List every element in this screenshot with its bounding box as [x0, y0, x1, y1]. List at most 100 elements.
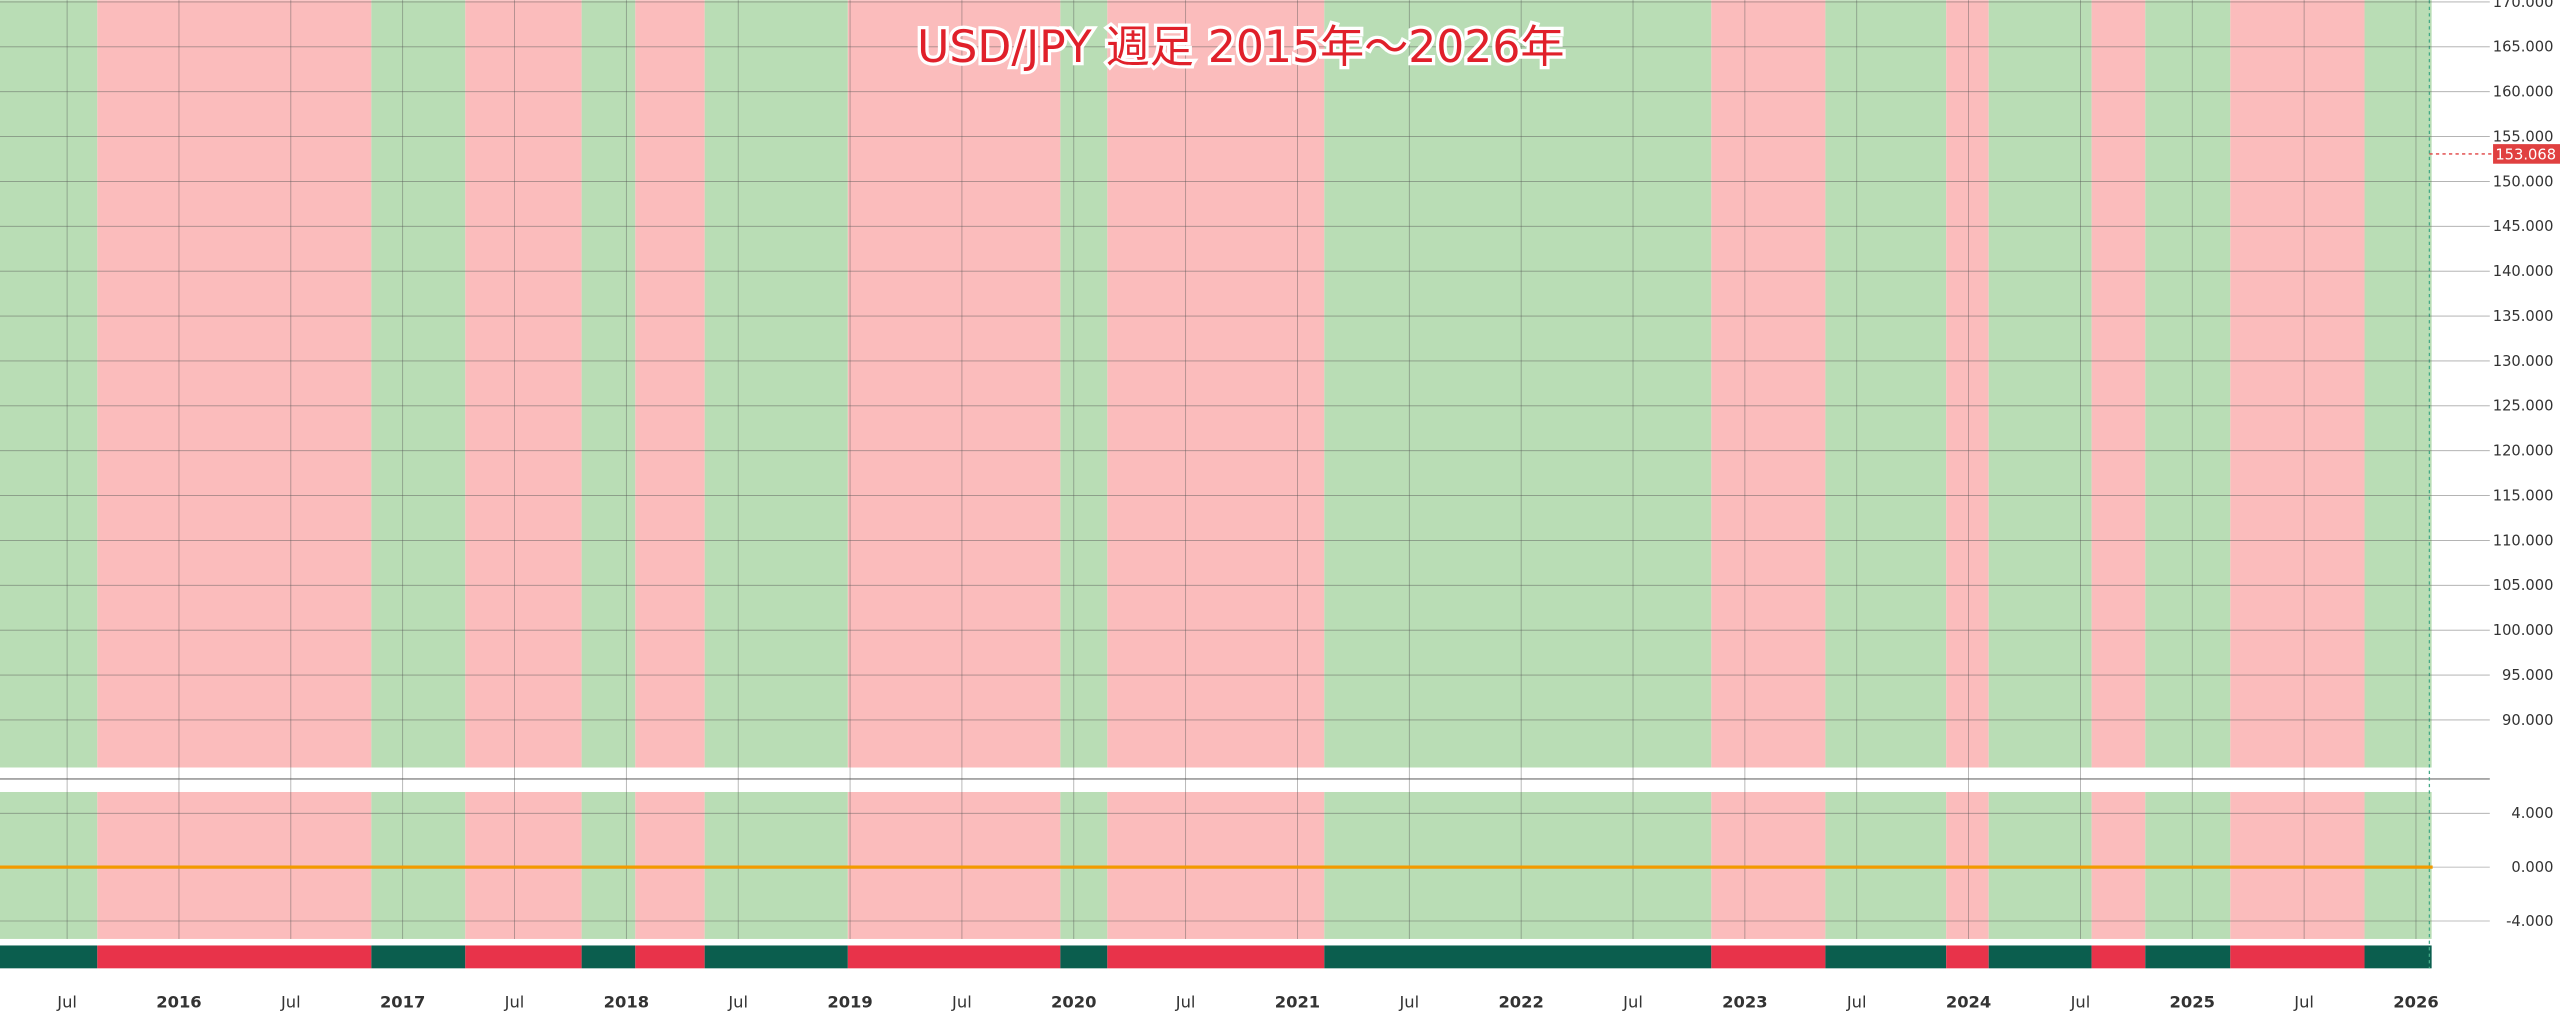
regime-strip: [2145, 945, 2231, 969]
regime-band: [635, 792, 705, 939]
y-tick-label: 120.000: [2493, 443, 2554, 460]
y-tick-label: 105.000: [2493, 577, 2554, 594]
regime-strip: [1711, 945, 1826, 969]
y-tick-label: 145.000: [2493, 218, 2554, 235]
x-tick-label: 2022: [1498, 993, 1543, 1012]
y-tick-label: 150.000: [2493, 173, 2554, 190]
regime-band: [1060, 0, 1108, 768]
y-tick-label: 165.000: [2493, 39, 2554, 56]
y-tick-label: 100.000: [2493, 622, 2554, 639]
x-tick-label: 2025: [2170, 993, 2215, 1012]
regime-band: [0, 792, 98, 939]
regime-strip: [1988, 945, 2092, 969]
regime-band: [1107, 0, 1325, 768]
x-tick-label: Jul: [727, 993, 748, 1012]
regime-band: [2230, 0, 2365, 768]
x-tick-label: Jul: [1846, 993, 1867, 1012]
regime-band: [1946, 0, 1989, 768]
x-tick-label: Jul: [1398, 993, 1419, 1012]
regime-strip: [704, 945, 848, 969]
regime-band: [2364, 0, 2432, 768]
regime-band: [371, 792, 466, 939]
regime-band: [847, 792, 1061, 939]
regime-strip: [97, 945, 372, 969]
regime-strip: [0, 945, 98, 969]
x-tick-label: Jul: [1175, 993, 1196, 1012]
chart-title: USD/JPY 週足 2015年～2026年: [917, 22, 1564, 73]
y-tick-label: 4.000: [2511, 805, 2553, 822]
regime-band: [1711, 0, 1826, 768]
last-price-label: 153.068: [2495, 147, 2556, 164]
regime-band: [704, 0, 848, 768]
regime-band: [1825, 792, 1947, 939]
regime-strip: [1825, 945, 1947, 969]
y-tick-label: 170.000: [2493, 0, 2554, 11]
regime-band: [1324, 792, 1712, 939]
grid-layer: [0, 0, 2490, 939]
x-tick-label: Jul: [504, 993, 525, 1012]
regime-band: [1946, 792, 1989, 939]
y-tick-label: 140.000: [2493, 263, 2554, 280]
regime-band: [97, 792, 372, 939]
regime-strip: [635, 945, 705, 969]
y-tick-label: 115.000: [2493, 487, 2554, 504]
background-layer: [0, 0, 2490, 969]
regime-strip: [1324, 945, 1712, 969]
x-tick-label: 2020: [1051, 993, 1096, 1012]
regime-strip: [465, 945, 582, 969]
regime-band: [1060, 792, 1108, 939]
regime-band: [1825, 0, 1947, 768]
y-tick-label: 125.000: [2493, 398, 2554, 415]
regime-band: [847, 0, 1061, 768]
y-tick-label: 110.000: [2493, 532, 2554, 549]
y-tick-label: 130.000: [2493, 353, 2554, 370]
regime-strip: [2091, 945, 2146, 969]
regime-band: [1107, 792, 1325, 939]
regime-band: [2145, 0, 2231, 768]
y-tick-label: 160.000: [2493, 84, 2554, 101]
x-tick-label: Jul: [2070, 993, 2091, 1012]
x-tick-label: Jul: [951, 993, 972, 1012]
regime-band: [704, 792, 848, 939]
x-tick-label: 2019: [827, 993, 872, 1012]
regime-band: [635, 0, 705, 768]
regime-band: [1988, 0, 2092, 768]
regime-band: [465, 0, 582, 768]
x-tick-label: 2017: [380, 993, 425, 1012]
regime-strip: [2230, 945, 2365, 969]
regime-band: [465, 792, 582, 939]
regime-band: [2145, 792, 2231, 939]
y-tick-label: 90.000: [2502, 712, 2553, 729]
y-tick-label: 135.000: [2493, 308, 2554, 325]
regime-strip: [1107, 945, 1325, 969]
x-tick-label: Jul: [2293, 993, 2314, 1012]
x-tick-label: 2018: [604, 993, 649, 1012]
y-tick-label: 0.000: [2511, 859, 2553, 876]
x-tick-label: Jul: [56, 993, 77, 1012]
regime-band: [581, 792, 636, 939]
regime-strip: [1946, 945, 1989, 969]
y-tick-label: 155.000: [2493, 128, 2554, 145]
regime-band: [371, 0, 466, 768]
regime-band: [2364, 792, 2432, 939]
regime-band: [2230, 792, 2365, 939]
x-tick-label: 2024: [1946, 993, 1991, 1012]
regime-strip: [581, 945, 636, 969]
regime-strip: [371, 945, 466, 969]
regime-strip: [1060, 945, 1108, 969]
regime-band: [1324, 0, 1712, 768]
data-layer: [2429, 153, 2494, 155]
regime-band: [97, 0, 372, 768]
x-tick-label: 2023: [1722, 993, 1767, 1012]
text-layer: USD/JPY 週足 2015年～2026年 Jul 2016 Jul 2017 Jul…: [56, 0, 2560, 1012]
x-tick-label: Jul: [1622, 993, 1643, 1012]
x-tick-label: 2026: [2393, 993, 2438, 1012]
x-tick-label: 2016: [156, 993, 201, 1012]
x-tick-label: Jul: [280, 993, 301, 1012]
regime-band: [2091, 792, 2146, 939]
last-price-box: [2493, 144, 2560, 164]
regime-band: [2091, 0, 2146, 768]
regime-band: [0, 0, 98, 768]
